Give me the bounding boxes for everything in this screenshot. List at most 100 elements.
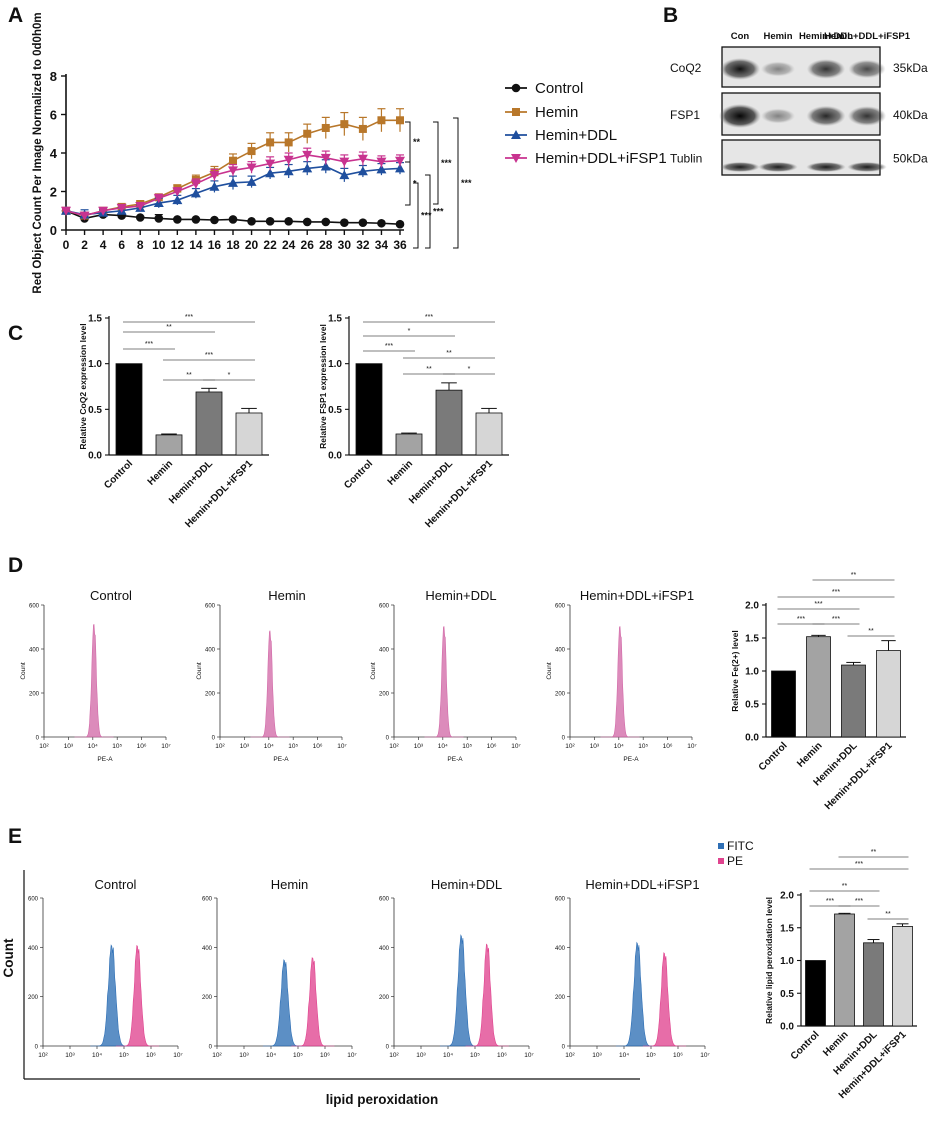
data-point xyxy=(512,108,520,116)
significance-label: ** xyxy=(446,350,452,357)
histogram-peak xyxy=(74,623,114,738)
x-tick-label: 10⁵ xyxy=(288,743,298,750)
x-tick-label: 10⁴ xyxy=(614,743,624,750)
y-tick-label: 600 xyxy=(379,897,390,903)
data-point xyxy=(339,170,350,180)
y-tick-label: 400 xyxy=(28,946,39,952)
panel-label-a: A xyxy=(8,4,23,27)
histogram-title: Hemin+DDL+iFSP1 xyxy=(580,588,694,603)
blot-lane-label: Hemin+DDL xyxy=(799,31,853,42)
bar xyxy=(876,650,901,738)
significance-label: *** xyxy=(425,314,433,321)
bar xyxy=(235,412,263,456)
data-point xyxy=(283,155,294,165)
significance-label: *** xyxy=(826,898,834,905)
x-tick-label: 8 xyxy=(137,238,144,252)
y-tick-label: 4 xyxy=(50,146,58,161)
y-tick-label: 0 xyxy=(36,736,40,742)
y-tick-label: 0.5 xyxy=(88,405,102,416)
x-tick-label: 26 xyxy=(301,238,315,252)
y-tick-label: 1.0 xyxy=(328,359,342,370)
significance-bracket xyxy=(425,174,431,249)
y-tick-label: 1.5 xyxy=(328,314,342,325)
x-tick-label: 10⁴ xyxy=(443,1052,453,1059)
legend-label: Hemin+DDL xyxy=(535,127,617,144)
histogram-y-label: Count xyxy=(196,662,203,680)
legend-label: Hemin xyxy=(535,104,578,121)
y-tick-label: 6 xyxy=(50,108,57,123)
x-tick-label: 10⁴ xyxy=(88,743,98,750)
significance-label: *** xyxy=(855,898,863,905)
data-point xyxy=(321,123,330,132)
y-tick-label: 200 xyxy=(29,692,40,698)
y-tick-label: 0.0 xyxy=(745,733,759,744)
data-point xyxy=(265,159,276,169)
blot-band xyxy=(848,59,886,79)
x-tick-label: 10² xyxy=(212,1052,222,1059)
y-tick-label: 0.0 xyxy=(88,451,102,462)
y-tick-label: 1.0 xyxy=(88,359,102,370)
x-tick-label: Control xyxy=(342,458,375,491)
histogram-peak xyxy=(465,943,509,1047)
significance-label: *** xyxy=(461,178,472,188)
histogram-peak xyxy=(90,944,134,1047)
e-x-axis-label: lipid peroxidation xyxy=(326,1092,439,1107)
x-tick-label: 10⁷ xyxy=(524,1052,534,1059)
y-tick-label: 0 xyxy=(50,223,57,238)
x-tick-label: 36 xyxy=(393,238,407,252)
data-point xyxy=(395,163,405,173)
significance-label: ** xyxy=(426,366,432,373)
y-tick-label: 600 xyxy=(202,897,213,903)
data-point xyxy=(172,187,183,197)
x-tick-label: 14 xyxy=(189,238,203,252)
blot-lane-label: Hemin+DDL+iFSP1 xyxy=(824,31,911,42)
data-point xyxy=(209,171,220,181)
data-point xyxy=(339,157,350,167)
y-tick-label: 0 xyxy=(209,1045,213,1051)
panel-label-e: E xyxy=(8,825,22,848)
data-point xyxy=(376,157,387,167)
bar xyxy=(841,664,866,738)
y-tick-label: 200 xyxy=(379,692,390,698)
legend-swatch xyxy=(718,858,724,864)
histogram-y-label: Count xyxy=(546,662,553,680)
data-point xyxy=(172,195,183,205)
data-point xyxy=(190,179,201,189)
blot-band xyxy=(847,162,887,172)
histogram-title: Hemin+DDL xyxy=(431,877,502,892)
data-point xyxy=(358,124,367,133)
series-hemin-ddl-ifsp1 xyxy=(61,147,405,221)
significance-label: * xyxy=(408,328,411,335)
x-tick-label: 24 xyxy=(282,238,296,252)
x-tick-label: 10⁷ xyxy=(687,743,697,750)
y-tick-label: 0 xyxy=(386,1045,390,1051)
blot-protein-label: Tublin xyxy=(670,152,702,166)
data-point xyxy=(511,130,521,139)
bar xyxy=(771,670,796,738)
x-tick-label: 10² xyxy=(389,1052,399,1059)
x-tick-label: 34 xyxy=(375,238,389,252)
y-tick-label: 0.5 xyxy=(745,700,759,711)
histogram-title: Hemin+DDL+iFSP1 xyxy=(585,877,699,892)
y-tick-label: 200 xyxy=(379,995,390,1001)
data-point xyxy=(302,217,312,227)
data-point xyxy=(246,163,257,173)
blot-lane-label: Con xyxy=(731,31,750,42)
data-point xyxy=(511,154,521,163)
y-tick-label: 0 xyxy=(35,1045,39,1051)
significance-label: * xyxy=(468,366,471,373)
bar xyxy=(115,363,143,456)
blot-band xyxy=(720,162,760,172)
x-tick-label: 22 xyxy=(263,238,277,252)
data-point xyxy=(358,218,368,227)
histogram-title: Control xyxy=(90,588,132,603)
y-tick-label: 2 xyxy=(50,185,57,200)
x-tick-label: 10⁷ xyxy=(161,743,171,750)
bar-chart-lipid: 0.0 0.5 1.0 1.5 2.0 Relative lipid peroxidati… xyxy=(764,849,917,1101)
legend-label: PE xyxy=(727,854,743,868)
blot-band xyxy=(760,108,796,124)
x-tick-label: Control xyxy=(789,1029,822,1062)
x-tick-label: 10⁶ xyxy=(137,743,147,750)
y-axis-label: Relative CoQ2 expression level xyxy=(78,323,88,449)
x-tick-label: 10² xyxy=(39,743,49,750)
